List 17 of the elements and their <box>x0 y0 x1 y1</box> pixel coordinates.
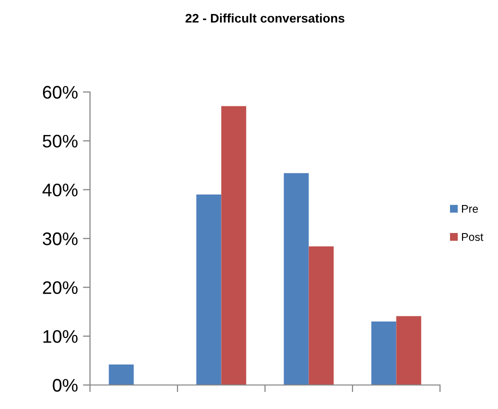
y-tick-label: 0% <box>52 378 78 392</box>
bar <box>371 322 396 385</box>
legend-label: Post <box>462 233 484 241</box>
bar <box>284 173 309 385</box>
bar <box>221 106 246 385</box>
bar <box>108 364 134 385</box>
chart-title: 22 - Difficult conversations <box>186 13 344 23</box>
bar <box>308 246 334 385</box>
y-tick-label: 40% <box>42 184 78 196</box>
legend-label: Pre <box>462 205 478 213</box>
y-tick-label: 60% <box>42 86 78 99</box>
y-tick-label: 30% <box>42 232 78 246</box>
y-tick-label: 10% <box>43 330 78 343</box>
y-tick-label: 50% <box>42 134 78 148</box>
bar <box>396 316 422 385</box>
y-tick-label: 20% <box>42 281 78 294</box>
bar <box>196 194 222 385</box>
